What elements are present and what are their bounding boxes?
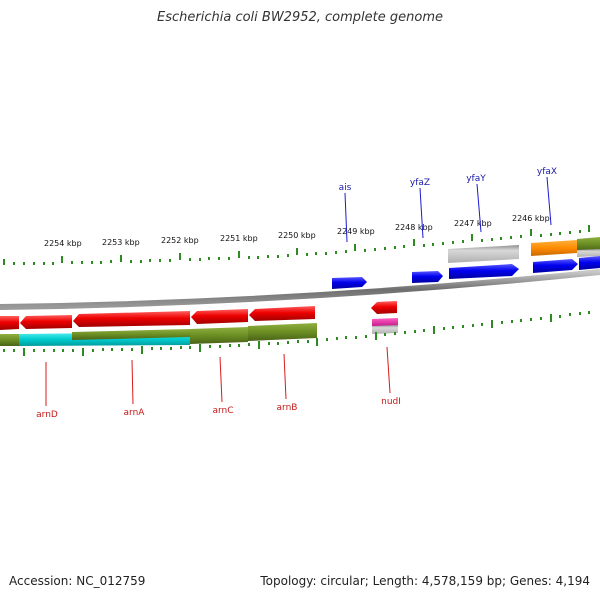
yfaZ-feature[interactable] bbox=[412, 271, 443, 283]
map-title: Escherichia coli BW2952, complete genome bbox=[157, 10, 443, 25]
reverse-leader-lines bbox=[45, 346, 391, 406]
olive-band-arnB bbox=[248, 323, 317, 341]
yfaY-gray-feature bbox=[448, 245, 519, 263]
arnC-leader bbox=[219, 356, 223, 403]
yfaX-leader bbox=[546, 176, 552, 226]
gene-label-arnA[interactable]: arnA bbox=[124, 408, 146, 418]
arnA-feature[interactable] bbox=[73, 311, 190, 327]
reverse-strand-features bbox=[0, 301, 398, 346]
yfaX-orange-feature bbox=[531, 240, 577, 256]
olive-feature-right bbox=[577, 237, 600, 251]
gene-label-yfaY[interactable]: yfaY bbox=[466, 174, 486, 184]
blue-feature-right bbox=[579, 256, 600, 270]
scale-label: 2250 kbp bbox=[278, 231, 316, 240]
upper-tick-row bbox=[3, 225, 590, 265]
arnB-leader bbox=[283, 353, 287, 400]
yfaY-feature[interactable] bbox=[449, 264, 519, 279]
forward-leader-lines bbox=[344, 176, 552, 243]
ais-leader bbox=[344, 192, 348, 243]
scale-label: 2247 kbp bbox=[454, 219, 492, 228]
arnA-leader bbox=[131, 359, 134, 405]
genome-summary-text: Topology: circular; Length: 4,578,159 bp… bbox=[260, 574, 590, 588]
scale-labels: 2254 kbp 2253 kbp 2252 kbp 2251 kbp 2250… bbox=[44, 214, 550, 248]
yfaY-leader bbox=[476, 183, 482, 233]
forward-gene-labels: ais yfaZ yfaY yfaX bbox=[339, 167, 557, 193]
gene-label-nudI[interactable]: nudI bbox=[381, 397, 401, 407]
olive-band-arnC bbox=[190, 327, 248, 344]
arnD-left-feature[interactable] bbox=[0, 316, 19, 330]
nudI-leader bbox=[386, 346, 391, 394]
scale-label: 2251 kbp bbox=[220, 234, 258, 243]
scale-label: 2248 kbp bbox=[395, 223, 433, 232]
olive-band-left bbox=[0, 334, 19, 346]
scale-label: 2252 kbp bbox=[161, 236, 199, 245]
gene-label-arnD[interactable]: arnD bbox=[36, 410, 58, 420]
scale-label: 2246 kbp bbox=[512, 214, 550, 223]
accession-text: Accession: NC_012759 bbox=[9, 574, 146, 588]
nudI-gray-feature bbox=[372, 325, 398, 334]
arnD-feature[interactable] bbox=[20, 315, 72, 329]
genome-backbone bbox=[0, 269, 600, 310]
arnC-feature[interactable] bbox=[191, 309, 248, 324]
gray-feature-right bbox=[577, 249, 600, 257]
olive-band-arnA bbox=[72, 329, 190, 340]
nudI-feature[interactable] bbox=[371, 301, 397, 314]
arnB-feature[interactable] bbox=[249, 306, 315, 321]
scale-label: 2254 kbp bbox=[44, 239, 82, 248]
ais-feature[interactable] bbox=[332, 277, 367, 289]
yfaX-feature[interactable] bbox=[533, 259, 578, 273]
nudI-magenta-feature bbox=[372, 318, 398, 327]
gene-label-yfaZ[interactable]: yfaZ bbox=[410, 178, 430, 188]
reverse-gene-labels: arnD arnA arnC arnB nudI bbox=[36, 397, 401, 420]
upper-ticks bbox=[3, 225, 590, 265]
scale-label: 2249 kbp bbox=[337, 227, 375, 236]
gene-label-ais[interactable]: ais bbox=[339, 183, 352, 193]
gene-label-yfaX[interactable]: yfaX bbox=[537, 167, 557, 177]
yfaZ-leader bbox=[419, 187, 424, 239]
scale-label: 2253 kbp bbox=[102, 238, 140, 247]
lower-ticks bbox=[3, 311, 590, 356]
lower-tick-row bbox=[3, 311, 590, 356]
forward-strand-features bbox=[332, 237, 600, 289]
gene-label-arnC[interactable]: arnC bbox=[212, 406, 233, 416]
gene-label-arnB[interactable]: arnB bbox=[277, 403, 298, 413]
